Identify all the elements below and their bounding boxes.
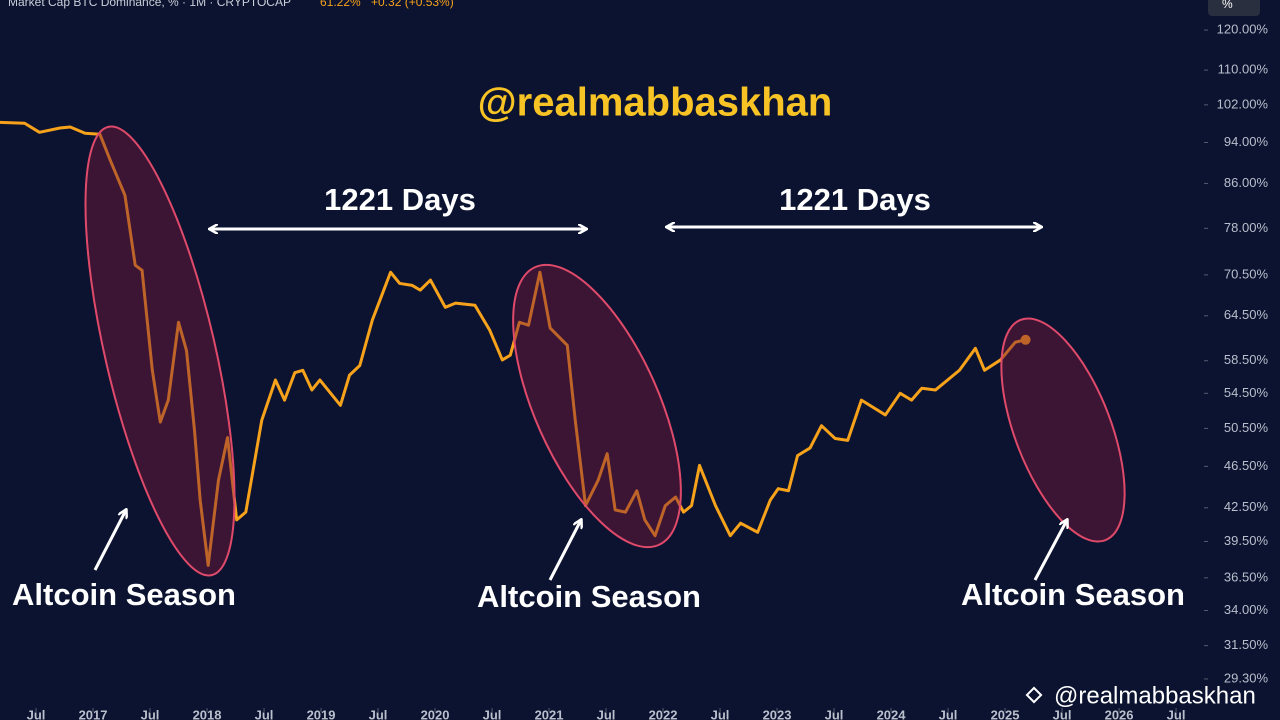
x-tick-label: Jul	[1053, 707, 1072, 720]
y-tick-label: 64.50%	[1224, 307, 1269, 322]
pointer-arrow	[1033, 520, 1067, 581]
line	[0, 120, 1026, 567]
last-point	[1020, 334, 1031, 345]
x-tick-label: Jul	[597, 707, 616, 720]
y-tick-label: 86.00%	[1224, 175, 1269, 190]
ellipse	[512, 263, 682, 549]
y-tick-label: 31.50%	[1224, 637, 1269, 652]
x-tick-label: Jul	[825, 707, 844, 720]
y-tick-label: 39.50%	[1224, 533, 1269, 548]
x-tick-label: Jul	[255, 707, 274, 720]
y-tick-label: 50.50%	[1224, 420, 1269, 435]
x-tick-label: 2025	[991, 707, 1020, 720]
span-label: 1221 Days	[779, 182, 931, 217]
x-tick-label: 2018	[193, 707, 222, 720]
season-ellipses	[84, 125, 1126, 577]
y-tick-label: 54.50%	[1224, 385, 1269, 400]
x-tick-label: Jul	[483, 707, 502, 720]
season-label: Altcoin Season	[961, 577, 1185, 612]
chart-title: Market Cap BTC Dominance, % · 1M · CRYPT…	[8, 0, 291, 9]
x-tick-label: 2019	[307, 707, 336, 720]
y-tick-label: 34.00%	[1224, 602, 1269, 617]
y-tick-label: 29.30%	[1224, 670, 1269, 685]
x-tick-label: 2022	[649, 707, 678, 720]
y-tick-label: 46.50%	[1224, 458, 1269, 473]
y-tick-label: 102.00%	[1217, 96, 1269, 111]
arrows	[93, 227, 1067, 581]
y-tick-label: 70.50%	[1224, 266, 1269, 281]
x-tick-label: Jul	[711, 707, 730, 720]
x-tick-label: Jul	[27, 707, 46, 720]
watermark: @realmabbaskhan	[1054, 682, 1256, 709]
x-tick-label: 2024	[877, 707, 907, 720]
x-tick-label: 2023	[763, 707, 792, 720]
y-tick-label: 36.50%	[1224, 569, 1269, 584]
y-tick-label: 110.00%	[1218, 62, 1269, 77]
pointer-arrow	[93, 510, 126, 571]
x-tick-label: 2021	[535, 707, 564, 720]
y-tick-label: 94.00%	[1224, 134, 1269, 149]
change: +0.32 (+0.53%)	[371, 0, 454, 9]
handle: @realmabbaskhan	[478, 81, 833, 125]
x-tick-label: 2017	[79, 707, 108, 720]
x-tick-label: Jul	[141, 707, 160, 720]
season-label: Altcoin Season	[12, 577, 236, 612]
unit-button[interactable]	[1208, 0, 1260, 16]
ellipse	[84, 125, 236, 577]
unit-label[interactable]: %	[1222, 0, 1233, 11]
y-tick-label: 120.00%	[1217, 21, 1269, 36]
pointer-arrow	[548, 520, 581, 581]
price: 61.22%	[320, 0, 361, 9]
y-tick-label: 42.50%	[1224, 499, 1269, 514]
x-tick-label: Jul	[369, 707, 388, 720]
ellipse	[1000, 317, 1126, 543]
x-tick-label: Jul	[939, 707, 958, 720]
watermark-icon	[1025, 686, 1043, 704]
span-label: 1221 Days	[324, 182, 476, 217]
y-tick-label: 58.50%	[1224, 352, 1269, 367]
x-tick-label: 2020	[421, 707, 450, 720]
x-tick-label: 2026	[1105, 707, 1134, 720]
x-tick-label: Jul	[1167, 707, 1186, 720]
season-label: Altcoin Season	[477, 579, 701, 614]
y-tick-label: 78.00%	[1224, 220, 1269, 235]
